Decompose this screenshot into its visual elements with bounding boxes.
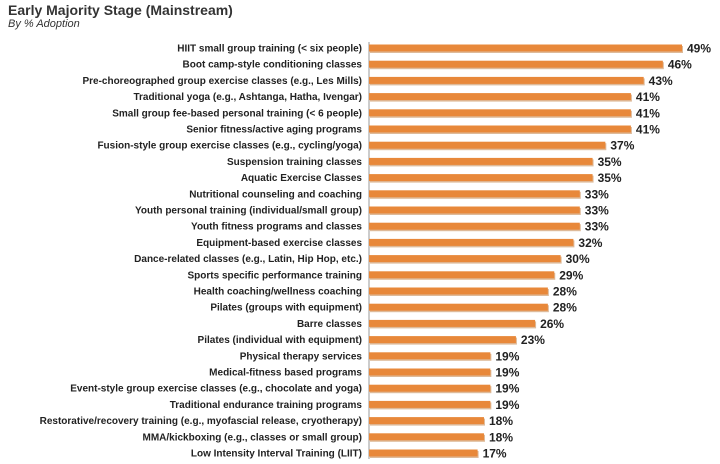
bar: [369, 303, 548, 311]
category-label: Nutritional counseling and coaching: [189, 189, 362, 200]
bar: [369, 60, 663, 68]
category-label: Senior fitness/active aging programs: [186, 125, 362, 136]
category-label: Restorative/recovery training (e.g., myo…: [40, 416, 362, 427]
category-label: Small group fee-based personal training …: [112, 108, 362, 119]
value-label: 19%: [495, 366, 519, 380]
category-label: Traditional yoga (e.g., Ashtanga, Hatha,…: [133, 92, 362, 103]
bar: [369, 222, 580, 230]
bar: [369, 206, 580, 214]
category-label: MMA/kickboxing (e.g., classes or small g…: [143, 432, 363, 443]
value-label: 41%: [636, 106, 660, 120]
category-label: Pilates (groups with equipment): [210, 303, 362, 314]
bar: [369, 417, 484, 425]
value-label: 35%: [598, 171, 622, 185]
bar: [369, 336, 516, 344]
value-label: 28%: [553, 301, 577, 315]
category-label: Event-style group exercise classes (e.g.…: [70, 384, 362, 395]
value-label: 26%: [540, 317, 564, 331]
category-label: Low Intensity Interval Training (LIIT): [191, 449, 362, 460]
value-label: 32%: [578, 236, 602, 250]
bar: [369, 433, 484, 441]
value-label: 19%: [495, 398, 519, 412]
bar: [369, 141, 606, 149]
value-label: 30%: [566, 252, 590, 266]
value-label: 17%: [483, 447, 507, 461]
bar: [369, 384, 491, 392]
bar: [369, 76, 644, 84]
category-label: Pre-choreographed group exercise classes…: [82, 76, 362, 87]
bar: [369, 271, 555, 279]
bar: [369, 287, 548, 295]
category-label: Dance-related classes (e.g., Latin, Hip …: [134, 254, 362, 265]
value-label: 33%: [585, 204, 609, 218]
value-label: 23%: [521, 333, 545, 347]
category-label: Barre classes: [297, 319, 362, 330]
bar: [369, 319, 536, 327]
value-label: 43%: [649, 74, 673, 88]
category-label: Fusion-style group exercise classes (e.g…: [97, 141, 362, 152]
value-label: 46%: [668, 58, 692, 72]
value-label: 33%: [585, 187, 609, 201]
value-label: 37%: [610, 139, 634, 153]
category-label: Medical-fitness based programs: [209, 368, 362, 379]
bar: [369, 109, 631, 117]
chart-title: Early Majority Stage (Mainstream): [8, 2, 233, 18]
category-label: Health coaching/wellness coaching: [194, 287, 362, 298]
category-label: Pilates (individual with equipment): [198, 335, 362, 346]
category-label: Boot camp-style conditioning classes: [183, 60, 363, 71]
bar: [369, 238, 574, 246]
value-label: 19%: [495, 349, 519, 363]
bar: [369, 190, 580, 198]
value-label: 29%: [559, 268, 583, 282]
bar: [369, 157, 593, 165]
bar: [369, 368, 491, 376]
bar: [369, 174, 593, 182]
bar: [369, 44, 682, 52]
value-label: 41%: [636, 90, 660, 104]
value-label: 18%: [489, 430, 513, 444]
category-label: Youth fitness programs and classes: [191, 222, 362, 233]
value-label: 41%: [636, 123, 660, 137]
value-label: 18%: [489, 414, 513, 428]
bar: [369, 93, 631, 101]
category-label: Traditional endurance training programs: [170, 400, 363, 411]
value-label: 33%: [585, 220, 609, 234]
value-label: 28%: [553, 285, 577, 299]
category-label: Sports specific performance training: [188, 270, 363, 281]
bar: [369, 255, 561, 263]
bar: [369, 352, 491, 360]
category-label: Physical therapy services: [240, 351, 363, 362]
bar: [369, 400, 491, 408]
category-label: Suspension training classes: [227, 157, 362, 168]
bar: [369, 449, 478, 457]
value-label: 49%: [687, 42, 711, 56]
category-label: Aquatic Exercise Classes: [241, 173, 363, 184]
category-label: HIIT small group training (< six people): [177, 44, 362, 55]
category-label: Youth personal training (individual/smal…: [135, 206, 362, 217]
bar: [369, 125, 631, 133]
category-label: Equipment-based exercise classes: [196, 238, 362, 249]
chart-subtitle: By % Adoption: [8, 18, 80, 30]
value-label: 19%: [495, 382, 519, 396]
value-label: 35%: [598, 155, 622, 169]
